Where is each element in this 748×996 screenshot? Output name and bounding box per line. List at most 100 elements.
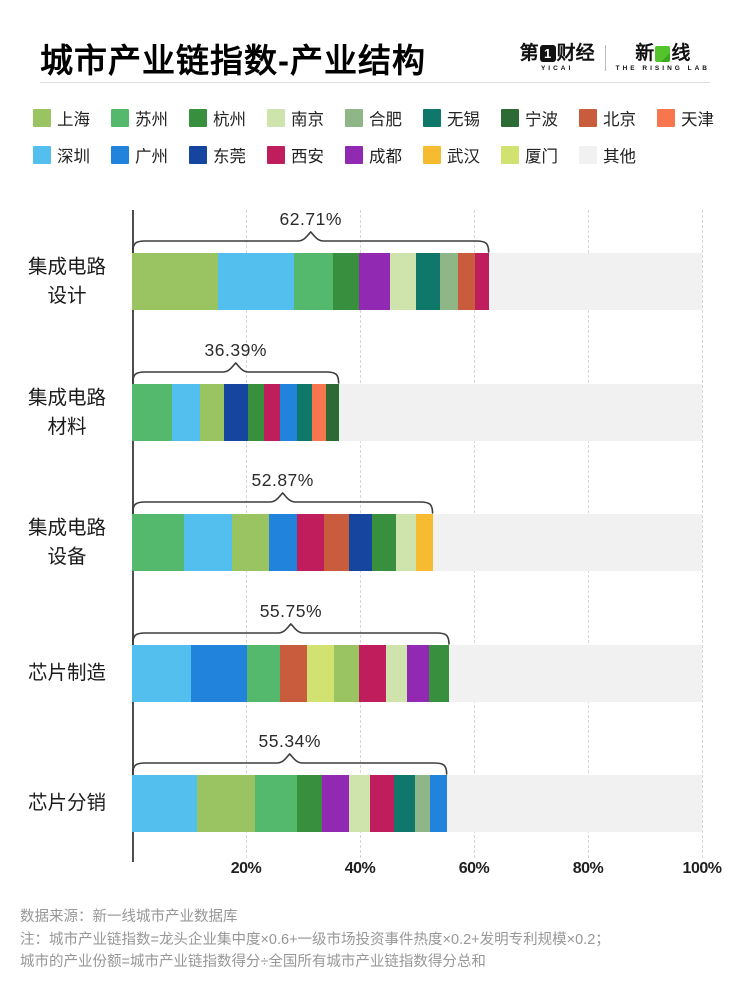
chart-legend: 上海 苏州 杭州 南京 合肥 无锡 宁波 北京 天津 深圳 广州 东莞 西安 成都 武汉 厦门 其他 (33, 106, 714, 167)
bar-segment-成都 (407, 645, 429, 702)
total-brace (132, 491, 434, 514)
index-formula-note: 注：城市产业链指数=龙头企业集中度×0.6+一级市场投资事件热度×0.2+发明专… (20, 931, 610, 948)
legend-item: 南京 (267, 106, 324, 130)
legend-item: 成都 (345, 143, 402, 167)
chart-row: 集成电路 设备 52.87% (0, 470, 748, 575)
chart-row: 芯片制造 55.75% (0, 601, 748, 706)
chart-row: 集成电路 材料 36.39% (0, 340, 748, 445)
legend-swatch-icon (189, 146, 207, 164)
rising-lab-mark-icon (655, 45, 671, 62)
legend-label: 天津 (681, 111, 714, 129)
chart-row: 芯片分销 55.34% (0, 731, 748, 836)
rising-lab-subtext: THE RISING LAB (615, 65, 710, 72)
category-label-line: 集成电路 (27, 255, 106, 278)
bar-segment-深圳 (171, 384, 200, 441)
bar-segment-上海 (232, 514, 269, 571)
legend-label: 成都 (369, 148, 402, 166)
legend-item: 北京 (579, 106, 636, 130)
legend-swatch-icon (33, 146, 51, 164)
bar-track (132, 384, 702, 441)
bar-segment-南京 (389, 253, 416, 310)
x-axis-tick-label: 20% (230, 860, 262, 877)
legend-label: 深圳 (57, 148, 90, 166)
legend-label: 上海 (57, 111, 90, 129)
legend-item: 其他 (579, 143, 636, 167)
logo-divider (604, 45, 606, 72)
legend-row: 深圳 广州 东莞 西安 成都 武汉 厦门 其他 (33, 143, 714, 167)
bar-segment-西安 (370, 775, 394, 832)
legend-swatch-icon (501, 109, 519, 127)
bar-segment-天津 (311, 384, 326, 441)
bar-segment-西安 (475, 253, 490, 310)
legend-item: 厦门 (501, 143, 558, 167)
legend-label: 苏州 (135, 111, 168, 129)
legend-item: 深圳 (33, 143, 90, 167)
legend-label: 合肥 (369, 111, 402, 129)
category-label-line: 材料 (47, 415, 87, 438)
total-brace (132, 230, 490, 253)
legend-item: 西安 (267, 143, 324, 167)
bar-segment-苏州 (255, 775, 297, 832)
bar-segment-合肥 (415, 775, 431, 832)
bar-segment-广州 (280, 384, 298, 441)
bar-segment-广州 (430, 775, 447, 832)
yicai-logo: 第 1 财经 YICAI (519, 43, 595, 72)
category-label-line: 集成电路 (27, 386, 106, 409)
data-source-note: 数据来源：新一线城市产业数据库 (20, 909, 238, 925)
bar-segment-深圳 (183, 514, 233, 571)
bar-segment-深圳 (132, 645, 191, 702)
legend-item: 东莞 (189, 143, 246, 167)
page-title: 城市产业链指数-产业结构 (40, 42, 426, 79)
bar-segment-无锡 (297, 384, 312, 441)
category-label: 芯片制造 (8, 645, 126, 702)
yicai-subtext: YICAI (540, 65, 574, 72)
bar-segment-宁波 (325, 384, 339, 441)
x-axis-tick-label: 80% (572, 860, 604, 877)
legend-swatch-icon (579, 146, 597, 164)
bar-segment-西安 (264, 384, 281, 441)
bar-segment-东莞 (223, 384, 248, 441)
share-formula-note: 城市的产业份额=城市产业链指数得分÷全国所有城市产业链指数得分总和 (20, 954, 486, 970)
gridline (702, 210, 703, 858)
legend-item: 武汉 (423, 143, 480, 167)
total-percentage-label: 62.71% (279, 209, 342, 229)
bar-track (132, 253, 702, 310)
legend-label: 其他 (603, 148, 636, 166)
bar-segment-苏州 (132, 514, 184, 571)
legend-swatch-icon (267, 146, 285, 164)
legend-label: 宁波 (525, 111, 558, 129)
legend-item: 天津 (657, 106, 714, 130)
category-label: 芯片分销 (8, 775, 126, 832)
total-percentage-label: 55.34% (258, 731, 321, 751)
yicai-mark-icon: 1 (539, 45, 556, 62)
category-label: 集成电路 材料 (8, 384, 126, 441)
bar-segment-西安 (358, 645, 386, 702)
bar-segment-上海 (196, 775, 256, 832)
x-axis-tick-label: 100% (682, 860, 722, 877)
legend-swatch-icon (267, 109, 285, 127)
total-brace (132, 752, 448, 775)
bar-segment-苏州 (247, 645, 281, 702)
legend-row: 上海 苏州 杭州 南京 合肥 无锡 宁波 北京 天津 (33, 106, 714, 130)
legend-swatch-icon (423, 109, 441, 127)
bar-segment-杭州 (372, 514, 396, 571)
x-axis-tick-label: 60% (458, 860, 490, 877)
legend-item: 杭州 (189, 106, 246, 130)
legend-swatch-icon (189, 109, 207, 127)
bar-segment-上海 (132, 253, 218, 310)
total-percentage-label: 52.87% (251, 470, 314, 490)
legend-swatch-icon (423, 146, 441, 164)
legend-item: 上海 (33, 106, 90, 130)
bar-segment-武汉 (415, 514, 433, 571)
legend-item: 合肥 (345, 106, 402, 130)
category-label-line: 芯片制造 (27, 662, 106, 684)
bar-segment-上海 (333, 645, 359, 702)
legend-swatch-icon (501, 146, 519, 164)
bar-segment-南京 (395, 514, 416, 571)
bar-track (132, 775, 702, 832)
chart-row: 集成电路 设计 62.71% (0, 209, 748, 314)
rising-lab-logo: 新线 THE RISING LAB (615, 43, 710, 72)
bar-segment-北京 (324, 514, 350, 571)
publisher-logo: 第 1 财经 YICAI 新线 THE RISING LAB (520, 44, 710, 73)
bar-segment-杭州 (296, 775, 322, 832)
